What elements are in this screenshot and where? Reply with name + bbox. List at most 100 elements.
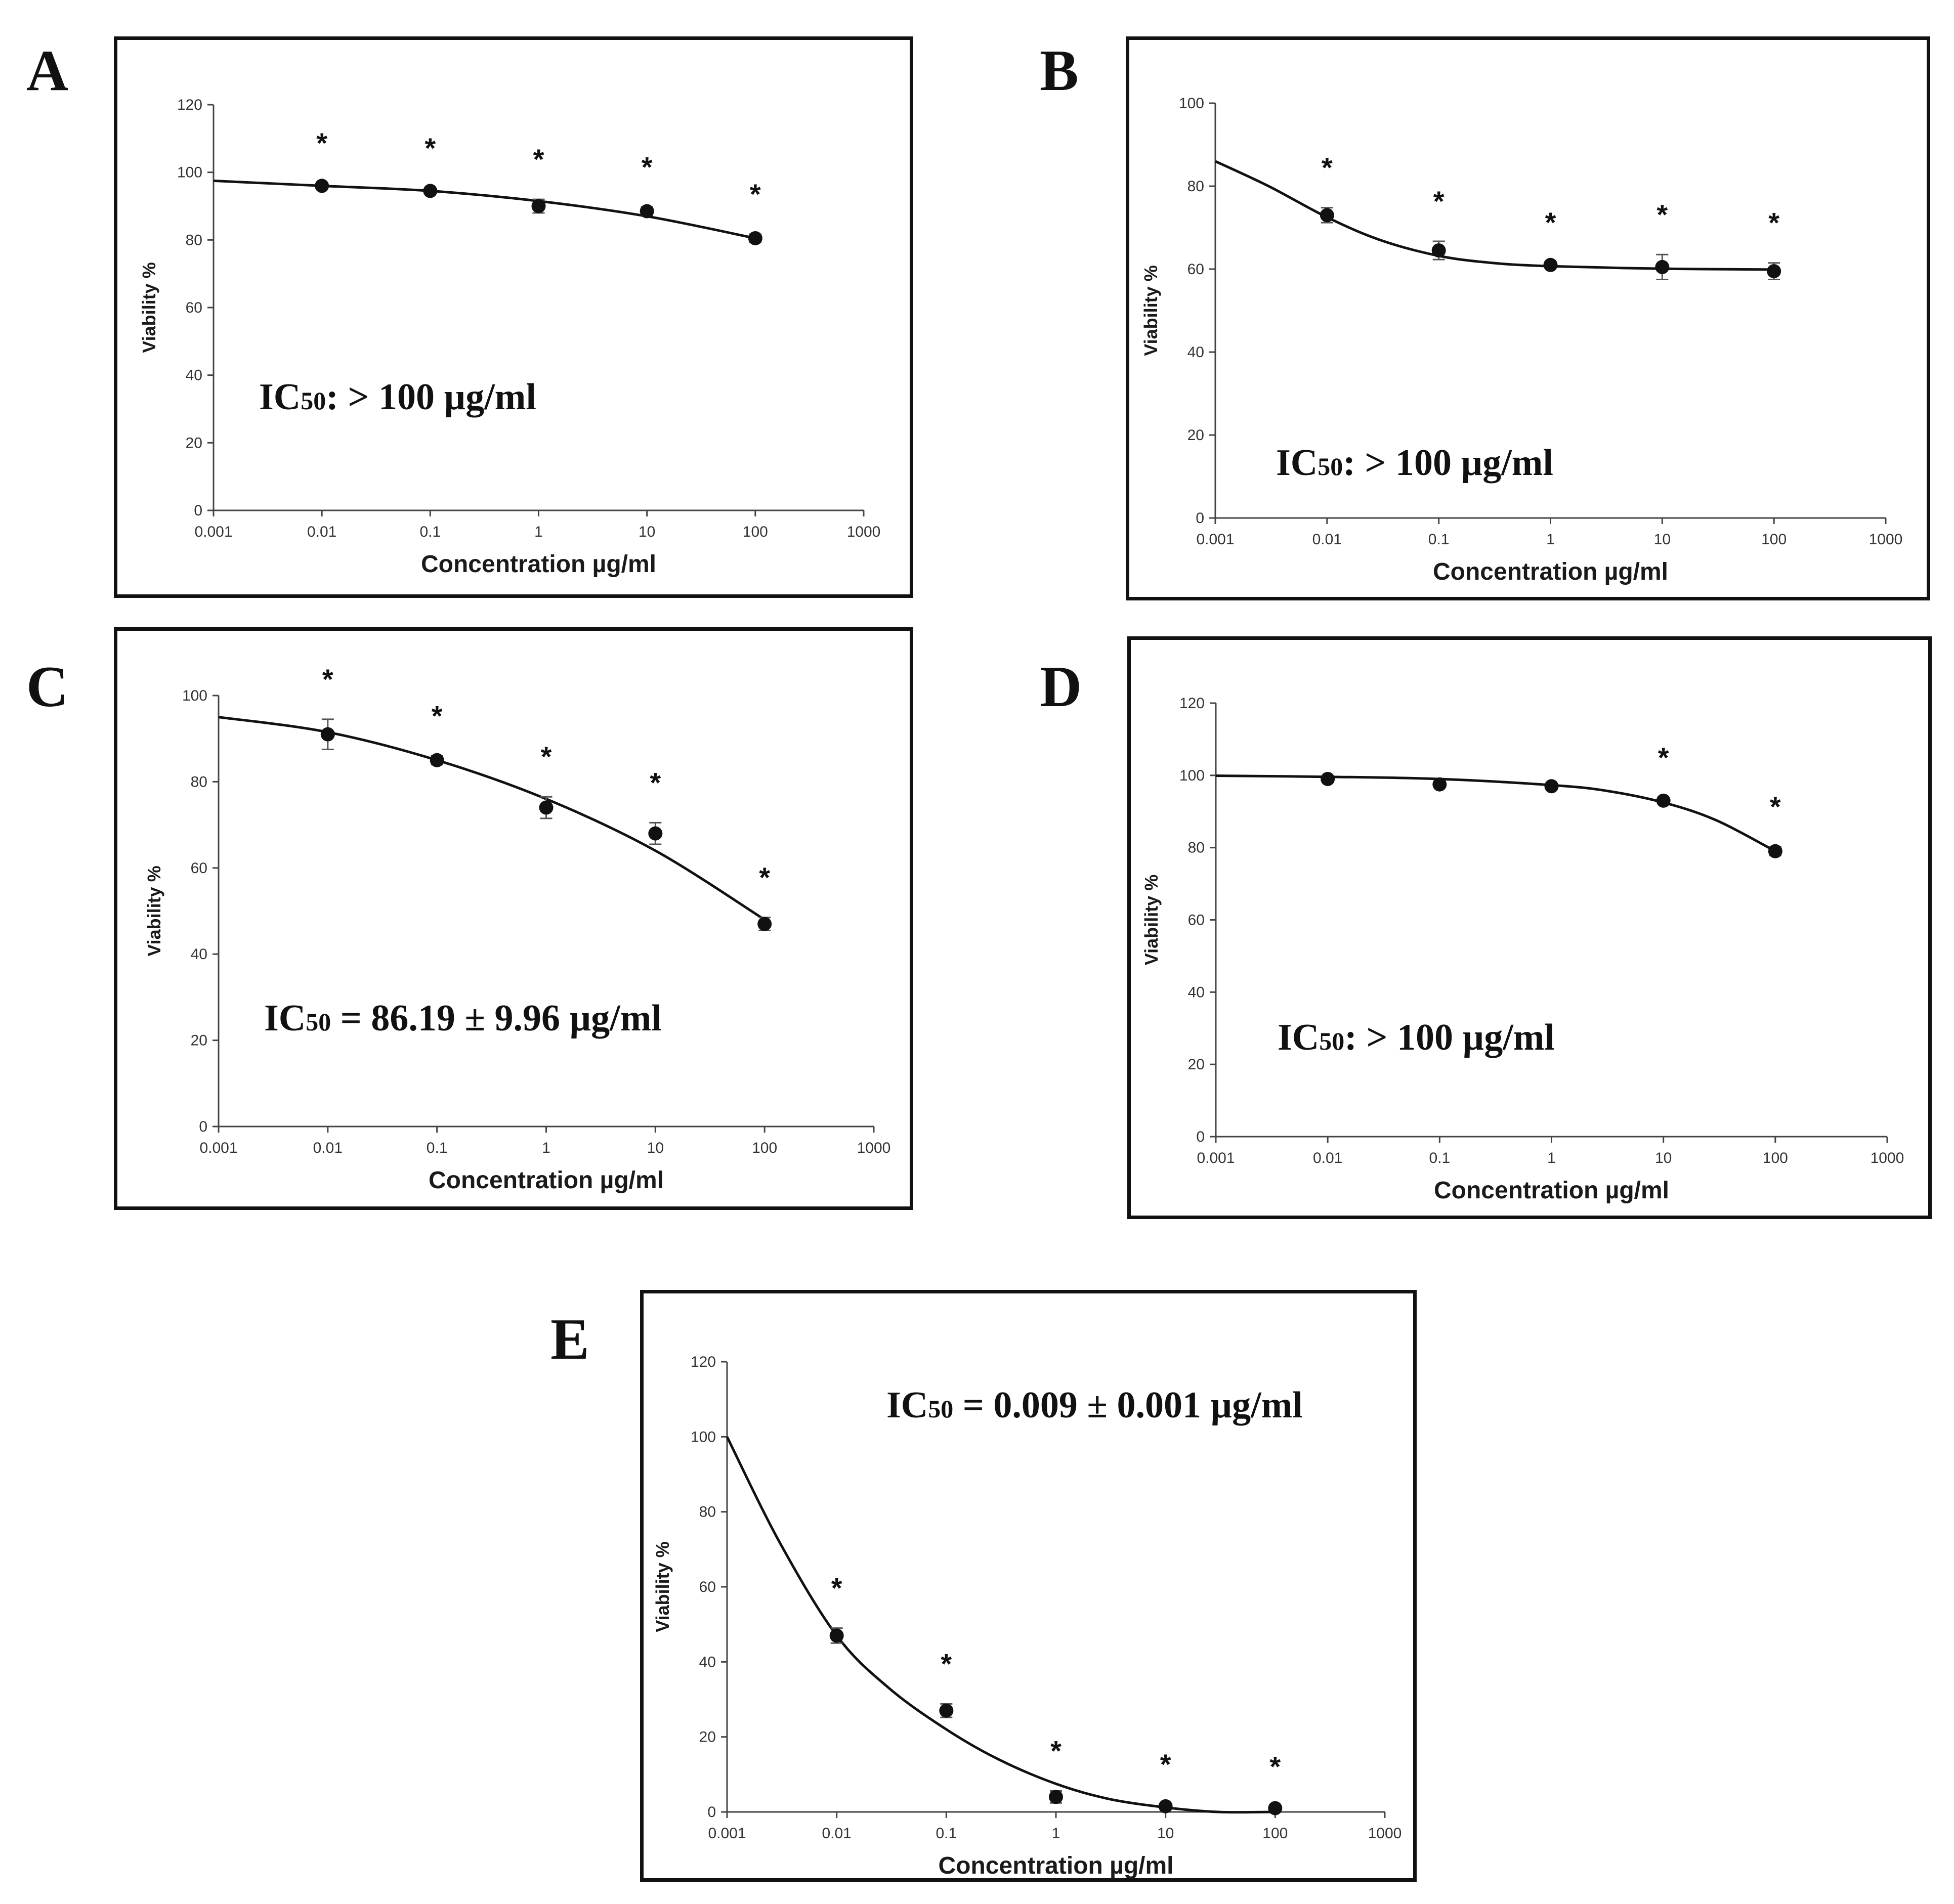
significance-star: * [432,700,443,731]
x-tick-label: 1 [1052,1825,1060,1842]
fit-curve [218,716,766,921]
y-tick-label: 80 [699,1504,716,1521]
x-tick-label: 0.01 [313,1140,343,1156]
data-point [320,727,335,742]
significance-star: * [1658,742,1669,773]
y-tick-label: 80 [1188,840,1205,856]
chart-a-svg: 0.001 0.01 0.1 1 10 100 1000 0 20 40 60 80 100 120 Con… [139,97,881,578]
data-point [1432,777,1447,792]
x-tick-label: 1000 [1869,531,1903,548]
data-point [939,1703,954,1718]
y-axis-title: Viability % [139,262,159,353]
y-tick-label: 100 [177,164,202,181]
ic50-subscript: 50 [928,1395,953,1423]
x-tick-label: 10 [647,1140,664,1156]
significance-star: * [1770,791,1781,823]
data-point [315,179,329,193]
x-tick-label: 10 [1655,1150,1672,1166]
significance-star: * [650,766,661,798]
x-axis-title: Concentration µg/ml [939,1852,1174,1879]
y-tick-label: 0 [199,1118,207,1135]
x-tick-label: 1 [1546,531,1555,548]
ic50-annotation: IC50: > 100 µg/ml [1278,1017,1555,1058]
significance-star: * [750,178,761,210]
data-point [1767,264,1781,279]
significance-star: * [1269,1751,1281,1783]
x-tick-label: 1000 [1871,1150,1904,1166]
x-tick-label: 0.01 [822,1825,851,1842]
data-point [539,800,554,815]
x-tick-label: 1000 [857,1140,891,1156]
data-point [1320,208,1334,223]
significance-star: * [424,132,436,164]
data-point [757,917,772,931]
ic50-annotation: IC50: > 100 µg/ml [259,376,536,418]
panel-label-c: C [26,655,69,719]
x-tick-label: 0.001 [194,524,232,540]
y-tick-label: 20 [186,435,202,451]
y-tick-label: 100 [691,1429,716,1445]
data-point [1049,1790,1063,1804]
data-point [1656,793,1671,808]
x-tick-label: 0.1 [427,1140,448,1156]
data-point [430,753,444,767]
ic50-main: IC [886,1384,928,1426]
x-tick-label: 10 [1157,1825,1174,1842]
x-tick-label: 0.01 [1312,531,1342,548]
chart-b-svg: 0.001 0.01 0.1 1 10 100 1000 0 20 40 60 80 100 Concen… [1140,95,1903,585]
chart-d-svg: 0.001 0.01 0.1 1 10 100 1000 0 20 40 60 80 100 120 Con… [1141,695,1904,1204]
y-tick-label: 60 [1188,912,1205,929]
x-tick-label: 10 [639,524,655,540]
x-axis-title: Concentration µg/ml [1433,558,1668,585]
data-point [1544,779,1559,794]
significance-star: * [533,143,544,175]
x-tick-label: 0.1 [419,524,441,540]
y-tick-label: 60 [1187,261,1204,278]
panel-label-a: A [26,38,69,103]
y-tick-label: 0 [194,502,202,519]
fit-curve [213,179,756,240]
ic50-annotation: IC50: > 100 µg/ml [1276,442,1553,484]
x-axis-title: Concentration µg/ml [429,1167,664,1194]
y-axis-title: Viability % [1140,265,1161,356]
ic50-value: = 0.009 ± 0.001 µg/ml [953,1384,1303,1426]
y-tick-label: 40 [699,1654,716,1670]
y-tick-label: 60 [186,299,202,316]
x-tick-label: 0.001 [199,1140,237,1156]
ic50-value: = 86.19 ± 9.96 µg/ml [331,998,662,1039]
ic50-annotation: IC50 = 0.009 ± 0.001 µg/ml [886,1384,1303,1426]
significance-star: * [1322,152,1333,184]
y-tick-label: 0 [1196,1129,1205,1145]
ic50-subscript: 50 [1319,1027,1344,1055]
y-tick-label: 40 [1188,984,1205,1001]
y-tick-label: 40 [1187,344,1204,361]
data-point [531,199,546,213]
x-tick-label: 1 [542,1140,550,1156]
fit-curve [1215,774,1776,853]
x-axis-title: Concentration µg/ml [421,551,656,578]
significance-star: * [322,663,333,695]
x-tick-label: 0.001 [708,1825,746,1842]
significance-star: * [1768,207,1779,239]
ic50-main: IC [259,376,301,418]
chart-panel-e: 0.001 0.01 0.1 1 10 100 1000 0 20 40 60 80 100 120 Con… [640,1290,1417,1882]
y-tick-label: 100 [1179,95,1204,112]
x-tick-label: 1000 [847,524,881,540]
data-point [1543,257,1558,272]
data-point [1431,243,1446,258]
significance-star: * [642,151,653,183]
y-tick-label: 120 [691,1354,716,1370]
data-point [1268,1801,1283,1815]
ic50-annotation: IC50 = 86.19 ± 9.96 µg/ml [264,998,662,1039]
panel-label-d: D [1040,655,1082,719]
y-tick-label: 60 [191,860,207,877]
x-tick-label: 10 [1654,531,1671,548]
data-point [640,204,654,219]
data-point [748,231,762,245]
ic50-subscript: 50 [306,1008,331,1036]
panel-label-b: B [1040,38,1079,103]
significance-star: * [316,127,327,159]
y-tick-label: 80 [186,232,202,248]
x-tick-label: 100 [1262,1825,1288,1842]
ic50-main: IC [1278,1017,1319,1058]
